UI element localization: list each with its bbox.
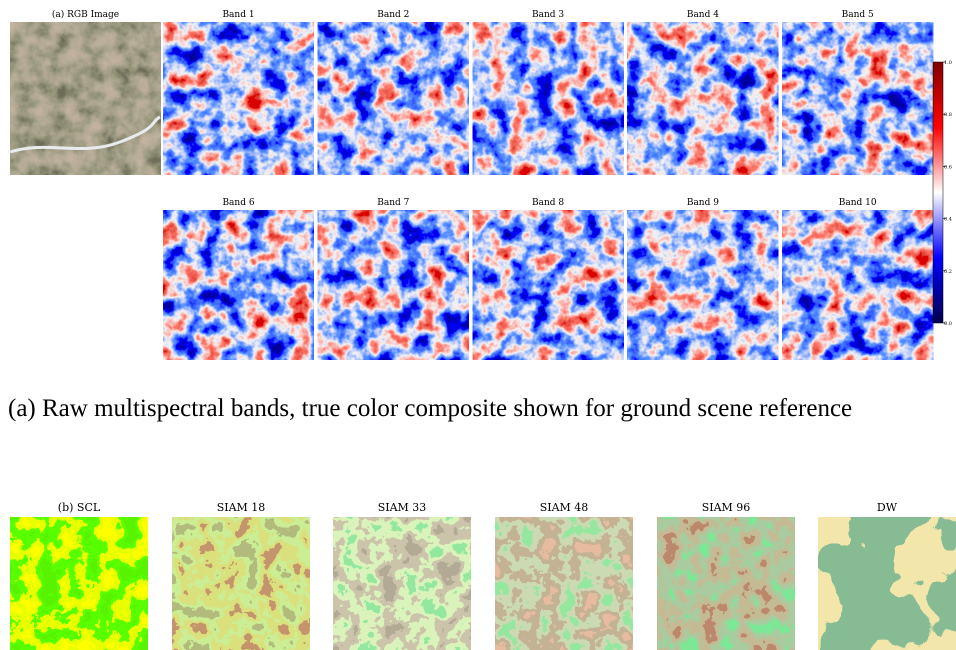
image (163, 22, 314, 175)
image (318, 210, 469, 360)
panel-title: SIAM 96 (702, 501, 751, 514)
image (627, 22, 778, 175)
panel-title: Band 8 (532, 198, 564, 208)
colorbar (933, 62, 943, 323)
image (10, 22, 161, 175)
image (172, 517, 310, 650)
page: (a) RGB Image Band 1 Band 2 Band 3 Band 4 Ban… (0, 0, 956, 650)
panel-title: SIAM 18 (217, 501, 266, 514)
colorbar-tick-label: 0.8 (944, 112, 952, 118)
colorbar-tick-label: 0.2 (944, 269, 952, 275)
image (333, 517, 471, 650)
panel-title: Band 5 (842, 10, 874, 20)
panel-title: Band 9 (687, 198, 719, 208)
panel-title: SIAM 33 (378, 501, 427, 514)
caption-box: (a) Raw multispectral bands, true color … (8, 393, 956, 473)
colorbar-tick-label: 0.6 (944, 164, 952, 170)
panel-title: Band 1 (222, 10, 254, 20)
image (10, 517, 148, 650)
colorbar-tick-label: 1.0 (944, 60, 952, 66)
image (627, 210, 778, 360)
panel-title: Band 7 (377, 198, 409, 208)
panel-title: Band 6 (222, 198, 254, 208)
image (782, 210, 933, 360)
image (657, 517, 795, 650)
panel-title: (a) RGB Image (52, 9, 119, 20)
panel-title: Band 3 (532, 10, 564, 20)
figure: (a) RGB Image Band 1 Band 2 Band 3 Band 4 Ban… (0, 0, 956, 650)
image (782, 22, 933, 175)
panel-title: (b) SCL (58, 501, 101, 514)
panel-title: Band 2 (377, 10, 409, 20)
image (163, 210, 314, 360)
image (473, 210, 624, 360)
image (818, 517, 956, 650)
image (318, 22, 469, 175)
colorbar-tick-label: 0.0 (944, 321, 952, 327)
panel-title: Band 10 (839, 198, 877, 208)
panel-title: SIAM 48 (540, 501, 589, 514)
caption: (a) Raw multispectral bands, true color … (8, 393, 956, 425)
image (495, 517, 633, 650)
colorbar-tick-label: 0.4 (944, 217, 952, 223)
image (473, 22, 624, 175)
panel-title: Band 4 (687, 10, 719, 20)
panel-title: DW (877, 501, 898, 514)
